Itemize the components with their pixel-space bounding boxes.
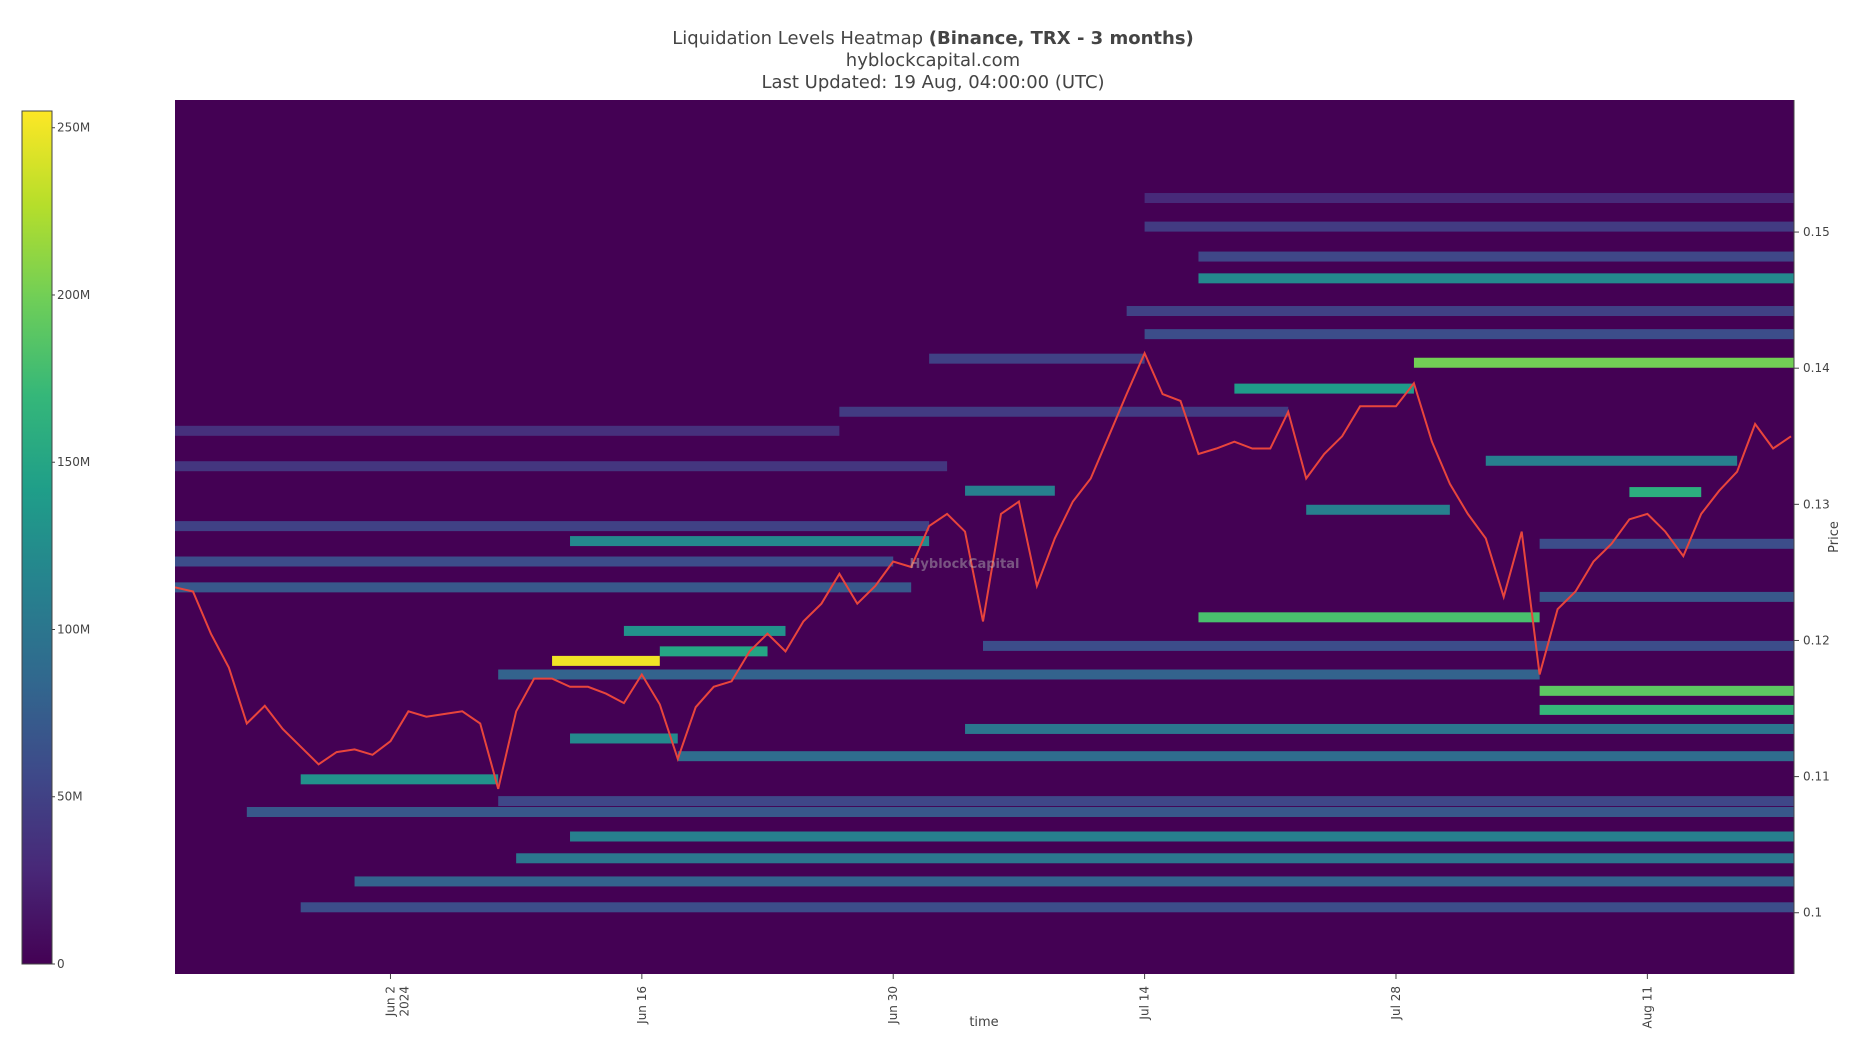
x-tick-label: Jun 30 xyxy=(886,986,900,1025)
liquidation-level xyxy=(839,406,1289,417)
liquidation-level xyxy=(175,582,912,593)
y-tick-label: 0.15 xyxy=(1803,225,1830,239)
liquidation-level xyxy=(570,733,678,744)
liquidation-level xyxy=(1539,685,1794,696)
plot-background xyxy=(175,100,1794,974)
liquidation-level xyxy=(1539,704,1794,715)
colorbar xyxy=(21,110,53,965)
colorbar-tick-label: 100M xyxy=(57,622,90,636)
liquidation-level xyxy=(570,536,930,547)
liquidation-level xyxy=(1539,538,1794,549)
y-tick-label: 0.13 xyxy=(1803,497,1830,511)
liquidation-level xyxy=(965,723,1794,734)
liquidation-level xyxy=(175,425,840,436)
liquidation-level xyxy=(1485,455,1738,466)
liquidation-level xyxy=(1413,357,1794,368)
colorbar-tick-label: 150M xyxy=(57,455,90,469)
y-tick-label: 0.14 xyxy=(1803,361,1830,375)
price-line xyxy=(175,350,1792,790)
x-tick-label: Jun 16 xyxy=(635,986,649,1025)
liquidation-level xyxy=(1198,273,1794,284)
chart-title: Liquidation Levels Heatmap (Binance, TRX… xyxy=(672,28,1194,49)
y-tick-label: 0.11 xyxy=(1803,770,1830,784)
colorbar-tick-label: 200M xyxy=(57,288,90,302)
liquidation-level xyxy=(175,556,894,567)
liquidation-level xyxy=(498,669,1540,680)
updated-label: Last Updated: 19 Aug, 04:00:00 (UTC) xyxy=(761,72,1104,93)
liquidation-level xyxy=(498,796,1794,807)
x-tick-label: Jun 2 xyxy=(383,986,397,1017)
liquidation-level xyxy=(354,876,1794,887)
liquidation-level xyxy=(659,646,768,657)
liquidation-level xyxy=(1144,329,1794,340)
liquidation-level xyxy=(1198,612,1540,623)
liquidation-level xyxy=(175,521,930,532)
plot-area: HyblockCapital xyxy=(175,100,1794,974)
x-tick-label: Jul 28 xyxy=(1389,986,1403,1021)
colorbar-tick-label: 0 xyxy=(57,957,65,971)
heatmap xyxy=(175,193,1794,913)
liquidation-level xyxy=(246,806,1794,817)
liquidation-level xyxy=(1198,251,1794,262)
liquidation-level xyxy=(300,774,499,785)
colorbar-tick-label: 50M xyxy=(57,790,83,804)
liquidation-level xyxy=(1144,193,1794,204)
x-tick-label: Aug 11 xyxy=(1640,986,1654,1029)
x-tick-label: Jul 14 xyxy=(1138,986,1152,1021)
liquidation-level xyxy=(929,353,1145,364)
colorbar-tick-label: 250M xyxy=(57,121,90,135)
liquidation-level xyxy=(1234,383,1414,394)
liquidation-level xyxy=(300,902,1794,913)
liquidation-level xyxy=(516,853,1794,864)
liquidation-level xyxy=(677,751,1794,762)
liquidation-level xyxy=(1306,504,1450,515)
liquidation-level xyxy=(965,485,1055,496)
y-tick-label: 0.12 xyxy=(1803,633,1830,647)
watermark: HyblockCapital xyxy=(910,557,1020,572)
liquidation-level xyxy=(570,831,1794,842)
liquidation-level xyxy=(1126,306,1794,317)
y-axis-label: Price xyxy=(1827,521,1842,553)
liquidation-level xyxy=(623,625,786,636)
subtitle: hyblockcapital.com xyxy=(846,50,1020,71)
liquidation-level xyxy=(1539,591,1794,602)
title-text: Liquidation Levels Heatmap xyxy=(672,28,923,49)
x-axis-label: time xyxy=(969,1015,998,1030)
x-year-label: 2024 xyxy=(397,986,411,1017)
title-bold: (Binance, TRX - 3 months) xyxy=(929,28,1194,49)
y-tick-label: 0.1 xyxy=(1803,906,1822,920)
liquidation-level xyxy=(983,640,1794,651)
liquidation-level xyxy=(1144,221,1794,232)
liquidation-level xyxy=(1629,487,1702,498)
liquidation-level xyxy=(175,461,948,472)
liquidation-level xyxy=(552,655,660,666)
